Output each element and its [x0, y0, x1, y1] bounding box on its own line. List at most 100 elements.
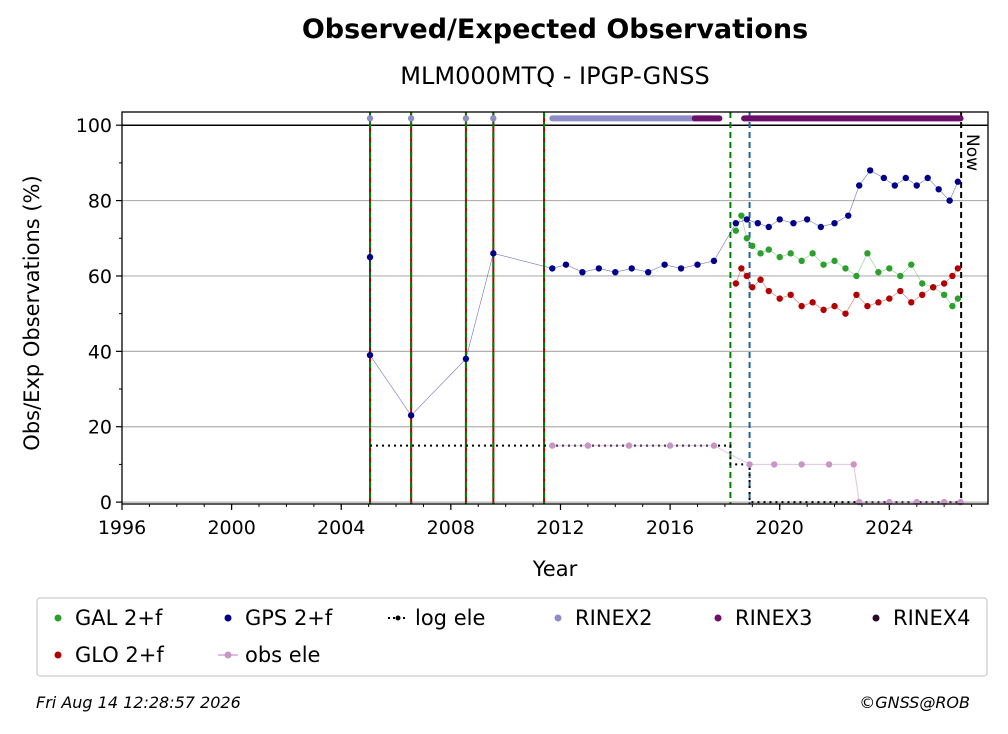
data-point: [749, 242, 756, 250]
data-point: [746, 461, 753, 468]
data-point: [803, 216, 811, 223]
y-axis: 0 20 40 60 80 100: [76, 115, 122, 514]
data-point: [765, 246, 772, 253]
rinex-point: [407, 115, 415, 122]
x-tick-label: 2008: [427, 517, 475, 539]
data-point: [820, 306, 827, 314]
y-tick-label: 20: [88, 417, 112, 439]
plot-frame: [121, 111, 989, 505]
data-point: [817, 223, 825, 231]
data-point: [949, 272, 956, 280]
data-point: [842, 265, 849, 272]
now-label: Now: [962, 134, 982, 171]
data-point: [562, 261, 570, 268]
data-point: [864, 250, 871, 257]
data-point: [946, 197, 953, 204]
x-tick-label: 2004: [317, 517, 365, 539]
series-line: [552, 445, 961, 503]
data-point: [584, 442, 592, 449]
series-line: [369, 170, 959, 416]
data-point: [919, 280, 926, 287]
x-tick-label: 1996: [98, 517, 146, 539]
legend-marker: [224, 651, 232, 659]
data-point: [790, 219, 797, 227]
data-point: [710, 442, 718, 449]
legend-box: [36, 597, 988, 677]
data-point: [462, 355, 470, 363]
data-point: [897, 272, 904, 280]
rinex-point: [462, 115, 470, 122]
data-point: [940, 291, 948, 299]
legend: GAL 2+f GPS 2+f log ele RINEX2 RINEX3 RINEX4 G…: [36, 597, 988, 677]
legend-label: GLO 2+f: [75, 643, 164, 667]
legend-marker: [554, 614, 562, 622]
rinex-layer: [366, 115, 964, 122]
data-point: [825, 461, 833, 468]
data-point: [949, 302, 956, 310]
legend-label: RINEX4: [893, 606, 971, 630]
data-point: [886, 295, 893, 302]
data-point: [908, 299, 915, 306]
data-point: [880, 174, 888, 182]
data-point: [875, 299, 882, 306]
data-point: [798, 302, 805, 310]
x-tick-label: 2024: [865, 517, 913, 539]
data-point: [595, 265, 603, 272]
chart-subtitle: MLM000MTQ - IPGP-GNSS: [400, 62, 710, 90]
legend-marker: [872, 614, 880, 622]
data-point: [855, 182, 863, 189]
data-point: [738, 265, 745, 272]
footer-timestamp: Fri Aug 14 12:28:57 2026: [36, 693, 241, 712]
data-point: [886, 265, 893, 272]
data-point: [366, 351, 374, 359]
data-point: [831, 302, 838, 310]
data-point: [935, 186, 942, 193]
data-point: [776, 216, 783, 223]
data-point: [738, 212, 745, 219]
data-point: [954, 265, 962, 272]
data-point: [809, 299, 816, 306]
data-point: [407, 412, 415, 419]
legend-label: GPS 2+f: [245, 606, 333, 630]
data-point: [549, 265, 556, 272]
data-point: [765, 223, 772, 231]
data-point: [831, 219, 838, 227]
data-point: [743, 272, 751, 280]
data-point: [757, 276, 764, 283]
data-point: [771, 461, 778, 468]
data-point: [787, 291, 794, 299]
data-point: [908, 261, 915, 268]
x-tick-label: 2000: [207, 517, 255, 539]
data-point: [628, 265, 635, 272]
data-point: [666, 442, 674, 449]
legend-marker: [395, 615, 401, 621]
data-point: [929, 284, 937, 291]
data-point: [875, 268, 882, 276]
event-lines: Now: [369, 112, 982, 504]
data-point: [765, 287, 772, 295]
x-tick-label: 2020: [756, 517, 804, 539]
data-point: [579, 268, 586, 276]
data-point: [850, 461, 857, 468]
data-point: [732, 219, 740, 227]
data-point: [842, 310, 849, 317]
data-point: [798, 461, 805, 468]
y-tick-label: 60: [88, 266, 112, 288]
data-point: [677, 265, 685, 272]
series-layer: [366, 167, 964, 506]
data-point: [954, 178, 962, 185]
data-point: [891, 182, 899, 189]
data-point: [919, 291, 926, 299]
data-point: [549, 442, 556, 449]
data-point: [661, 261, 668, 268]
legend-label: log ele: [415, 606, 485, 630]
data-point: [820, 261, 827, 268]
y-tick-label: 40: [88, 341, 112, 363]
data-point: [743, 235, 751, 242]
data-point: [757, 250, 764, 257]
data-point: [366, 253, 374, 261]
data-point: [853, 291, 860, 299]
x-axis-label: Year: [532, 557, 578, 581]
y-tick-label: 80: [88, 191, 112, 213]
chart-title: Observed/Expected Observations: [301, 14, 809, 45]
